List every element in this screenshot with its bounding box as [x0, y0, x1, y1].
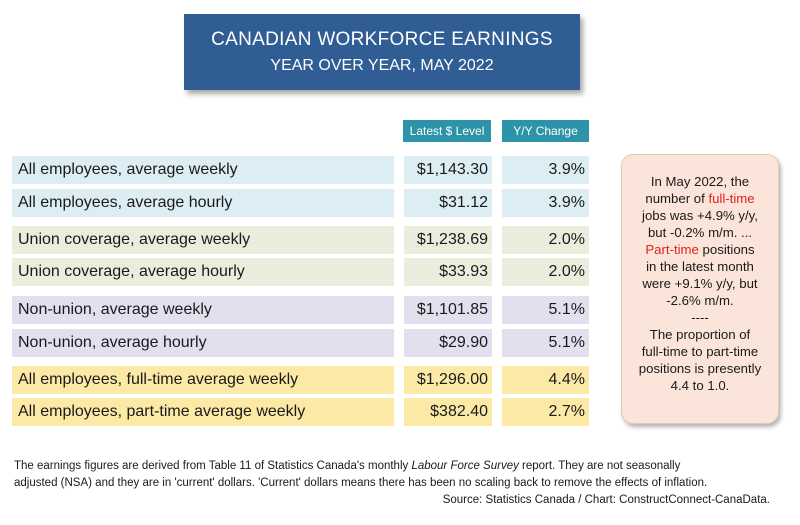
row-change: 5.1%: [502, 296, 589, 324]
row-level: $1,143.30: [404, 156, 492, 184]
callout-line: In May 2022, the: [650, 174, 750, 189]
row-level: $29.90: [404, 329, 492, 357]
row-level: $1,238.69: [404, 226, 492, 254]
row-label: Union coverage, average hourly: [12, 258, 394, 286]
commentary-callout: In May 2022, the number of full-time job…: [621, 154, 779, 424]
row-change: 2.0%: [502, 226, 589, 254]
callout-line: Part-time positions: [645, 242, 755, 257]
callout-line: but -0.2% m/m. ...: [647, 225, 753, 240]
row-change: 4.4%: [502, 366, 589, 394]
row-change: 2.7%: [502, 398, 589, 426]
column-header-change: Y/Y Change: [502, 120, 589, 142]
row-level: $382.40: [404, 398, 492, 426]
callout-line: full-time to part-time: [641, 344, 759, 359]
chart-title: CANADIAN WORKFORCE EARNINGS: [211, 29, 553, 50]
row-label: Union coverage, average weekly: [12, 226, 394, 254]
source-credit: Source: Statistics Canada / Chart: Const…: [442, 494, 770, 506]
callout-line: were +9.1% y/y, but: [642, 276, 758, 291]
footnote-line: adjusted (NSA) and they are in 'current'…: [14, 477, 708, 489]
row-level: $31.12: [404, 189, 492, 217]
chart-title-box: CANADIAN WORKFORCE EARNINGS YEAR OVER YE…: [184, 14, 580, 90]
column-header-level: Latest $ Level: [403, 120, 491, 142]
footnote: The earnings figures are derived from Ta…: [14, 458, 784, 509]
row-label: Non-union, average weekly: [12, 296, 394, 324]
row-level: $1,296.00: [404, 366, 492, 394]
row-label: All employees, full-time average weekly: [12, 366, 394, 394]
row-label: Non-union, average hourly: [12, 329, 394, 357]
full-time-highlight: full-time: [708, 191, 755, 206]
row-label: All employees, part-time average weekly: [12, 398, 394, 426]
callout-divider: ----: [691, 310, 709, 325]
callout-line: positions is presently: [638, 361, 762, 376]
row-level: $1,101.85: [404, 296, 492, 324]
chart-subtitle: YEAR OVER YEAR, MAY 2022: [270, 57, 494, 74]
callout-line: in the latest month: [646, 259, 754, 274]
survey-name: Labour Force Survey: [411, 460, 519, 472]
row-label: All employees, average weekly: [12, 156, 394, 184]
callout-line: jobs was +4.9% y/y,: [642, 208, 758, 223]
footnote-line: The earnings figures are derived from Ta…: [14, 460, 681, 472]
row-label: All employees, average hourly: [12, 189, 394, 217]
row-change: 2.0%: [502, 258, 589, 286]
row-change: 3.9%: [502, 156, 589, 184]
row-change: 3.9%: [502, 189, 589, 217]
row-level: $33.93: [404, 258, 492, 286]
row-change: 5.1%: [502, 329, 589, 357]
callout-line: The proportion of: [649, 327, 751, 342]
callout-line: number of full-time: [645, 191, 755, 206]
part-time-highlight: Part-time: [645, 242, 699, 257]
callout-line: 4.4 to 1.0.: [670, 378, 730, 393]
callout-line: -2.6% m/m.: [666, 293, 734, 308]
